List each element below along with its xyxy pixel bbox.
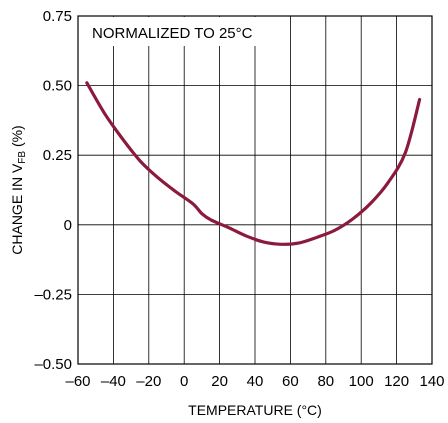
- y-axis-title-main: CHANGE IN V: [9, 163, 25, 255]
- grid: [78, 16, 432, 364]
- y-tick-label: 0.50: [43, 78, 72, 95]
- x-tick-label: 140: [419, 373, 444, 390]
- x-axis-ticks: –60 –40 –20 0 20 40 60 80 100 120 140: [65, 373, 444, 390]
- y-tick-label: –0.50: [34, 356, 72, 373]
- x-tick-label: –40: [101, 373, 126, 390]
- y-axis-ticks: –0.50 –0.25 0 0.25 0.50 0.75: [34, 8, 72, 373]
- y-axis-title-unit: (%): [9, 125, 25, 151]
- x-tick-label: 100: [349, 373, 374, 390]
- y-tick-label: 0.75: [43, 8, 72, 25]
- x-tick-label: 60: [282, 373, 299, 390]
- x-tick-label: –60: [65, 373, 90, 390]
- series-line-1: [85, 81, 422, 246]
- y-tick-label: –0.25: [34, 286, 72, 303]
- annotation: NORMALIZED TO 25°C: [92, 25, 253, 42]
- y-axis-title-subscript: FB: [17, 151, 28, 164]
- plot-frame: [77, 15, 433, 365]
- y-tick-label: 0.25: [43, 147, 72, 164]
- x-tick-label: –20: [136, 373, 161, 390]
- annotation-background: [79, 17, 259, 46]
- y-axis-title: CHANGE IN VFB (%): [9, 125, 28, 254]
- x-tick-label: 120: [384, 373, 409, 390]
- x-tick-label: 40: [247, 373, 264, 390]
- series-layer: [85, 81, 422, 246]
- x-tick-label: 20: [211, 373, 228, 390]
- x-axis-title: TEMPERATURE (°C): [188, 402, 322, 418]
- y-tick-label: 0: [64, 217, 72, 234]
- x-tick-label: 0: [180, 373, 188, 390]
- x-tick-label: 80: [317, 373, 334, 390]
